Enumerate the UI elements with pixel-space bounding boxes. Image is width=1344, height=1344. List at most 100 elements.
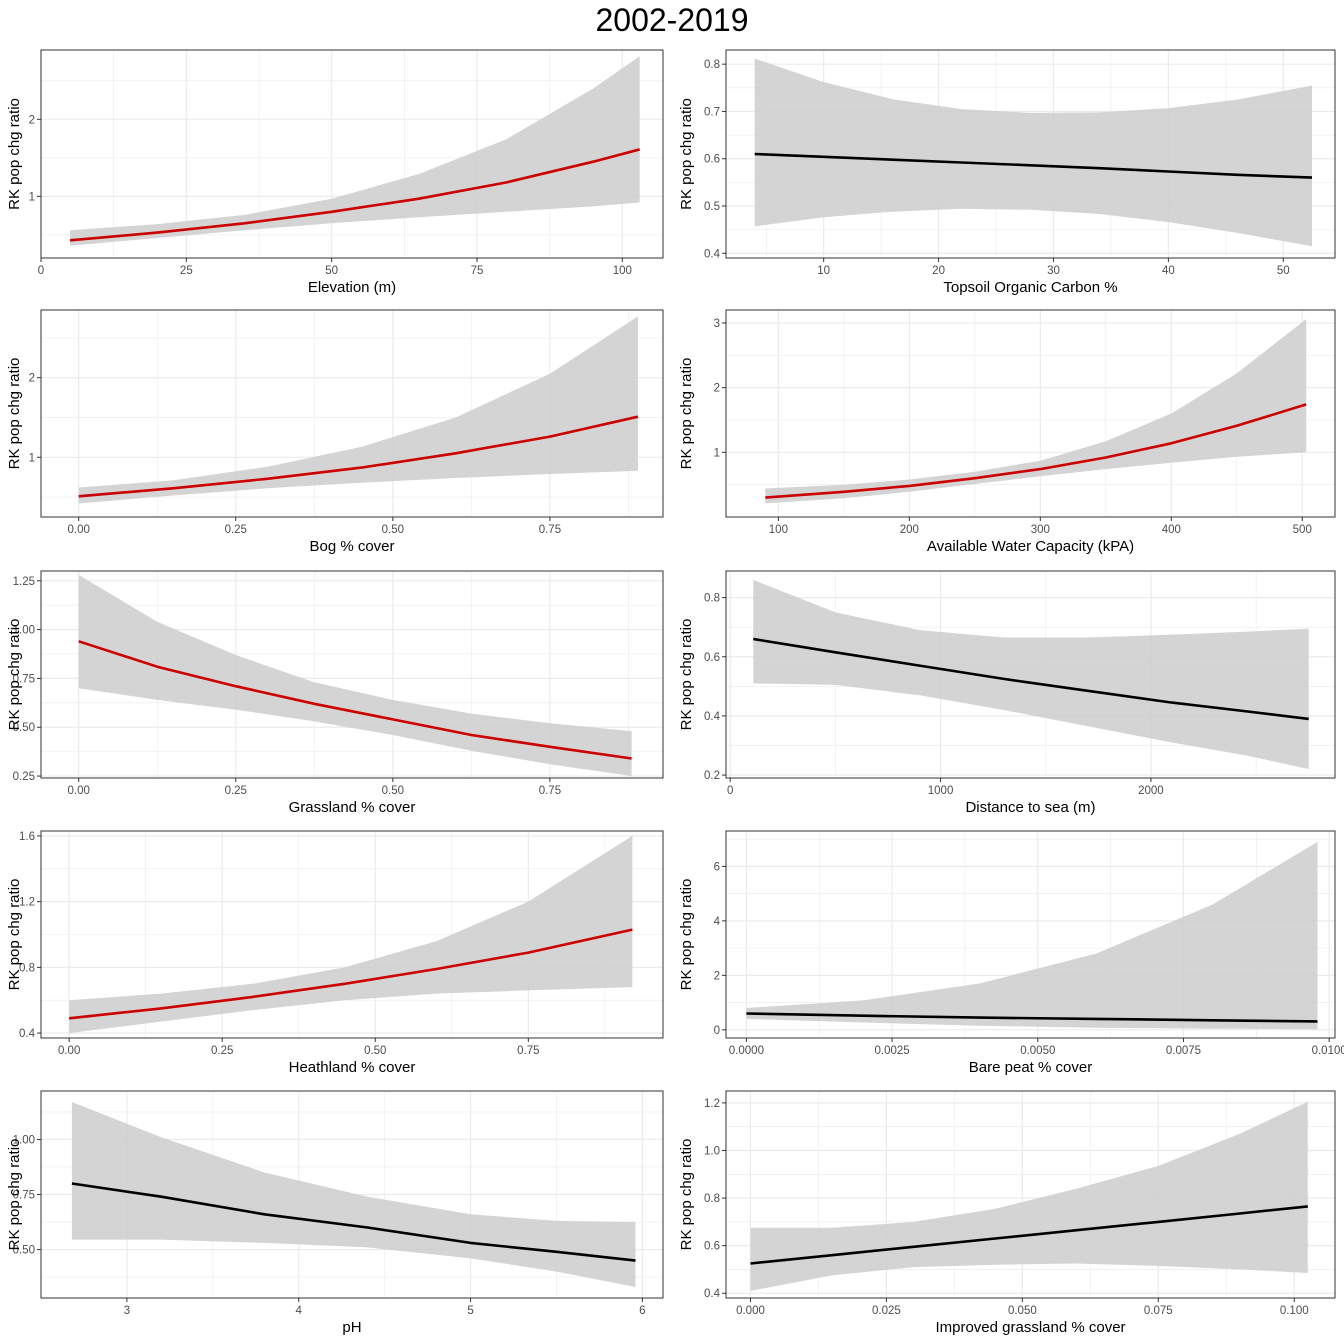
x-tick-label: 40 [1162,265,1175,277]
x-tick-label: 0.50 [382,524,404,536]
x-tick-label: 0.075 [1144,1305,1173,1317]
x-axis-label: Heathland % cover [289,1059,416,1076]
x-tick-label: 0.0100 [1312,1045,1344,1057]
y-tick-label: 0.4 [704,248,721,260]
fitted-line [69,148,641,242]
x-tick-label: 200 [900,524,919,536]
x-tick-label: 2000 [1138,785,1164,797]
x-tick-label: 4 [296,1305,303,1317]
x-axis-label: Improved grassland % cover [935,1319,1125,1336]
fitted-line [753,637,1309,721]
y-tick-label: 3 [714,318,720,330]
y-tick-label: 2 [714,383,720,395]
fitted-line [78,415,639,498]
x-tick-label: 0 [727,785,733,797]
y-tick-label: 0.6 [704,652,720,664]
fitted-line [765,403,1307,499]
y-tick-label: 1.2 [19,897,35,909]
chart-panel-2: 10 20 30 40 50 0.4 0.5 0.6 0.7 0.8 Topsoil Organic… [678,49,1336,296]
x-tick-label: 0.025 [872,1305,901,1317]
y-axis-label: RK pop chg ratio [678,98,695,210]
x-tick-label: 0.25 [225,785,247,797]
panel-border [40,830,664,1039]
x-tick-label: 30 [1047,265,1060,277]
y-tick-label: 0.7 [704,106,720,118]
y-tick-label: 0.75 [13,673,35,685]
fitted-line [746,1012,1318,1023]
x-tick-label: 0.75 [517,1045,539,1057]
y-tick-label: 1.6 [19,831,35,843]
y-axis-label: RK pop chg ratio [6,619,23,731]
y-tick-label: 2 [29,114,35,126]
y-tick-label: 4 [714,916,721,928]
y-tick-label: 1 [29,191,35,203]
y-tick-label: 2 [29,373,35,385]
panel-border [725,309,1336,518]
y-axis-label: RK pop chg ratio [6,358,23,470]
x-tick-label: 0.50 [364,1045,386,1057]
confidence-band [746,841,1318,1030]
x-tick-label: 3 [124,1305,130,1317]
x-axis-label: Available Water Capacity (kPA) [927,538,1134,555]
x-tick-label: 10 [817,265,830,277]
fitted-line [750,1205,1308,1265]
y-tick-label: 0.75 [13,1190,35,1202]
panel-border [40,49,664,259]
chart-panel-5: 0.00 0.25 0.50 0.75 0.25 0.50 0.75 1.00 1.25 Gras… [6,570,664,816]
y-axis-label: RK pop chg ratio [6,879,23,991]
confidence-band [70,56,640,246]
x-tick-label: 100 [613,265,632,277]
x-tick-label: 0.75 [539,524,561,536]
confidence-band [765,319,1307,504]
chart-panel-6: 0 1000 2000 0.2 0.4 0.6 0.8 Distance to sea (m)… [678,570,1336,816]
y-tick-label: 0.50 [13,722,35,734]
y-axis-label: RK pop chg ratio [678,619,695,731]
x-axis-label: Bare peat % cover [969,1059,1092,1076]
x-tick-label: 0.75 [539,785,561,797]
fitted-line [754,152,1313,179]
y-tick-label: 6 [714,861,720,873]
y-axis-label: RK pop chg ratio [678,879,695,991]
y-tick-label: 0.6 [704,1241,720,1253]
y-tick-label: 0.8 [704,1193,720,1205]
y-tick-label: 1.25 [13,576,35,588]
chart-panel-10: 0.000 0.025 0.050 0.075 0.100 0.4 0.6 0.8 1.0 1.2… [678,1090,1336,1336]
confidence-band [69,835,633,1034]
confidence-band [753,579,1309,770]
x-tick-label: 1000 [928,785,954,797]
y-tick-label: 1 [29,452,35,464]
panel-border [40,309,664,518]
x-axis-label: Topsoil Organic Carbon % [943,279,1117,296]
x-tick-label: 50 [1277,265,1290,277]
y-tick-label: 0 [714,1025,720,1037]
x-tick-label: 300 [1031,524,1050,536]
x-tick-label: 5 [467,1305,473,1317]
x-tick-label: 75 [471,265,484,277]
x-tick-label: 0.0050 [1020,1045,1055,1057]
y-axis-label: RK pop chg ratio [678,358,695,470]
y-tick-label: 1.0 [704,1145,720,1157]
y-tick-label: 0.4 [704,1288,721,1300]
panel-border [725,830,1336,1039]
y-tick-label: 0.50 [13,1245,35,1257]
x-tick-label: 0.25 [211,1045,233,1057]
fitted-line [71,1182,636,1262]
x-tick-label: 0.50 [382,785,404,797]
x-tick-label: 0.0025 [874,1045,909,1057]
panel-border [725,1090,1336,1299]
fitted-line [78,640,632,760]
y-tick-label: 0.4 [704,711,721,723]
x-axis-label: Grassland % cover [289,799,416,816]
figure-title: 2002-2019 [595,2,749,38]
x-tick-label: 0.100 [1280,1305,1309,1317]
x-tick-label: 0.00 [58,1045,80,1057]
y-tick-label: 0.8 [19,962,35,974]
x-axis-label: Bog % cover [309,538,394,555]
y-tick-label: 0.25 [13,771,35,783]
confidence-band [754,58,1312,247]
chart-panel-7: 0.00 0.25 0.50 0.75 0.4 0.8 1.2 1.6 Heathland % … [6,830,664,1076]
panel-border [725,49,1336,259]
x-tick-label: 0.00 [68,785,90,797]
chart-panel-1: 0 25 50 75 100 1 2 Elevation (m) RK pop chg rati… [6,49,664,296]
